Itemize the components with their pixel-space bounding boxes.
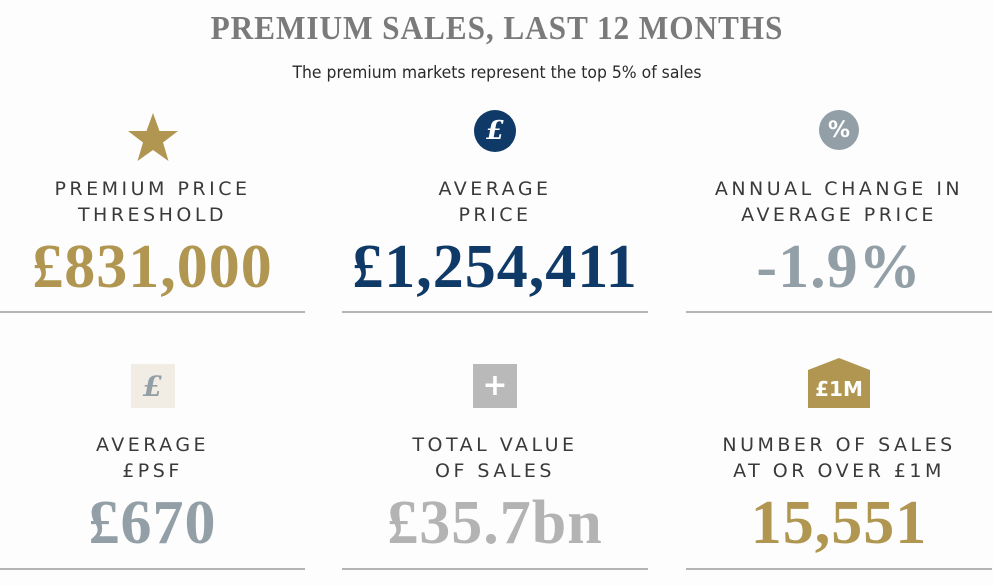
pound-circle-icon: £ <box>474 110 516 152</box>
divider <box>686 568 992 570</box>
stat-label: PREMIUM PRICE THRESHOLD <box>54 178 251 226</box>
divider <box>0 568 305 570</box>
pound-square-icon: £ <box>130 364 175 408</box>
stat-value: 15,551 <box>750 489 928 557</box>
stat-value: £670 <box>88 489 217 557</box>
divider <box>342 311 648 313</box>
stat-label: AVERAGE £PSF <box>95 434 210 482</box>
divider <box>342 568 648 570</box>
divider <box>686 311 992 313</box>
page-title: PREMIUM SALES, LAST 12 MONTHS <box>210 10 784 47</box>
percent-circle-icon: % <box>819 110 859 150</box>
stat-value: £1,254,411 <box>352 233 638 301</box>
stat-value: -1.9% <box>756 233 922 301</box>
stat-card-average-price: £ AVERAGE PRICE £1,254,411 <box>342 100 648 315</box>
star-icon <box>126 112 180 167</box>
page-subtitle: The premium markets represent the top 5%… <box>292 63 702 83</box>
stat-value: £831,000 <box>32 233 273 301</box>
house-1m-icon: £1M <box>808 358 870 408</box>
divider <box>0 311 305 313</box>
stat-label: ANNUAL CHANGE IN AVERAGE PRICE <box>714 178 964 226</box>
plus-square-icon: + <box>473 364 517 408</box>
stat-card-average-psf: £ AVERAGE £PSF £670 <box>0 355 305 575</box>
stat-value: £35.7bn <box>387 489 603 557</box>
stat-card-premium-price-threshold: PREMIUM PRICE THRESHOLD £831,000 <box>0 100 305 315</box>
stat-label: AVERAGE PRICE <box>438 178 552 226</box>
stat-card-total-value: + TOTAL VALUE OF SALES £35.7bn <box>342 355 648 575</box>
stat-card-annual-change: % ANNUAL CHANGE IN AVERAGE PRICE -1.9% <box>686 100 992 315</box>
stat-label: TOTAL VALUE OF SALES <box>412 434 578 482</box>
stat-label: NUMBER OF SALES AT OR OVER £1M <box>722 434 956 482</box>
stat-card-sales-over-1m: £1M NUMBER OF SALES AT OR OVER £1M 15,55… <box>686 355 992 575</box>
